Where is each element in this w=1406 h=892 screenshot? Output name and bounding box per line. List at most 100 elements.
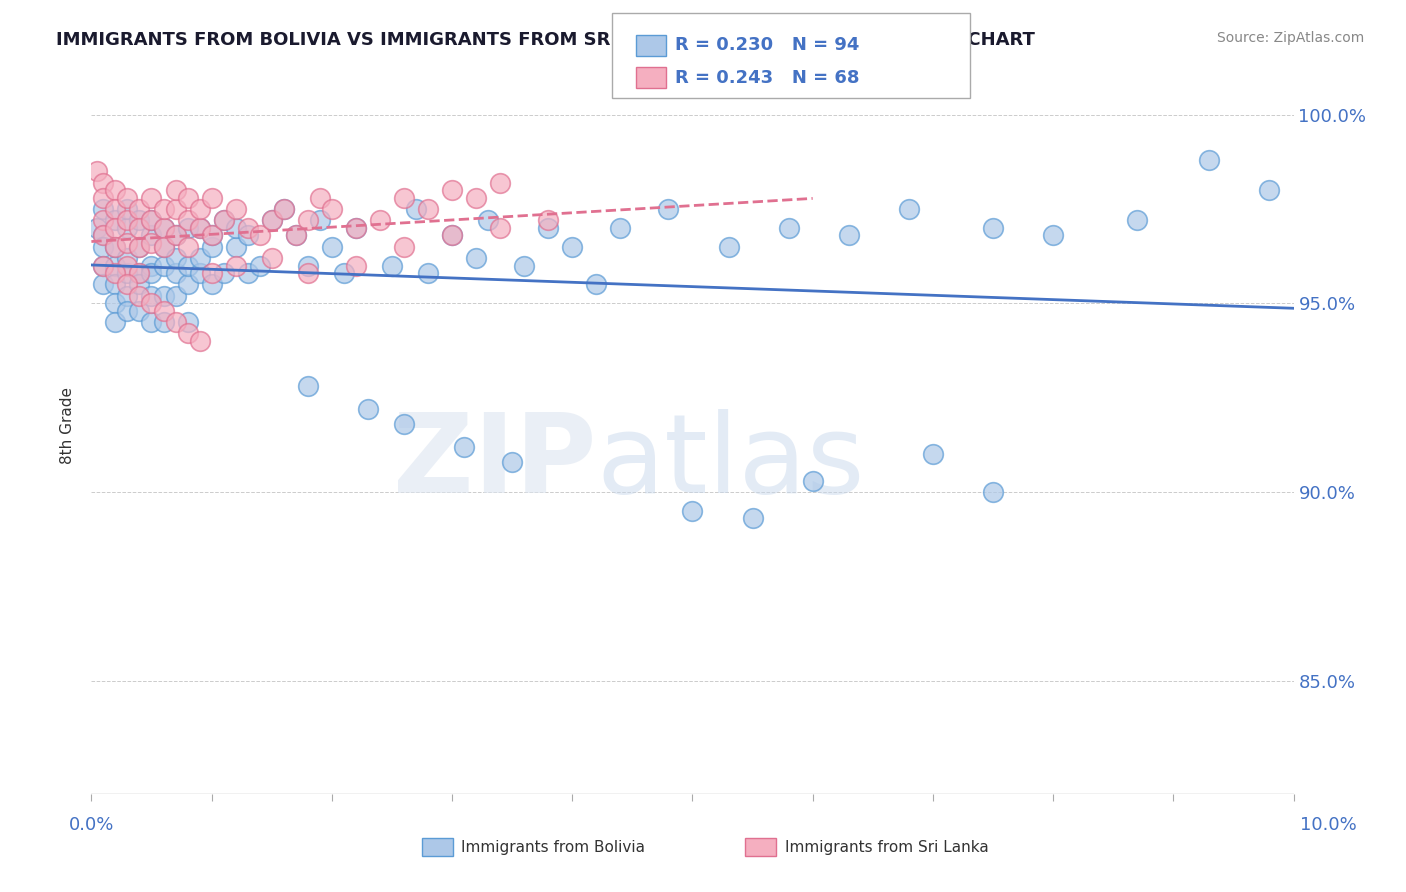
Point	[465, 191, 488, 205]
Text: atlas: atlas	[596, 409, 865, 516]
Point	[128, 240, 150, 254]
Point	[609, 220, 631, 235]
Point	[104, 202, 127, 216]
Point	[128, 289, 150, 303]
Point	[128, 202, 150, 216]
Point	[117, 220, 139, 235]
Point	[141, 266, 163, 280]
Point	[117, 213, 139, 227]
Point	[128, 266, 150, 280]
Text: IMMIGRANTS FROM BOLIVIA VS IMMIGRANTS FROM SRI LANKA 8TH GRADE CORRELATION CHART: IMMIGRANTS FROM BOLIVIA VS IMMIGRANTS FR…	[56, 31, 1035, 49]
Point	[477, 213, 499, 227]
Text: 0.0%: 0.0%	[69, 816, 114, 834]
Point	[440, 228, 463, 243]
Point	[1198, 153, 1220, 167]
Point	[141, 296, 163, 310]
Point	[212, 266, 235, 280]
Point	[188, 334, 211, 348]
Point	[104, 213, 127, 227]
Point	[141, 228, 163, 243]
Point	[225, 259, 247, 273]
Point	[273, 202, 295, 216]
Point	[236, 228, 259, 243]
Text: Immigrants from Sri Lanka: Immigrants from Sri Lanka	[785, 840, 988, 855]
Point	[141, 213, 163, 227]
Point	[176, 326, 198, 341]
Point	[1258, 183, 1281, 197]
Point	[152, 240, 174, 254]
Point	[188, 220, 211, 235]
Point	[585, 277, 607, 292]
Point	[141, 213, 163, 227]
Point	[117, 303, 139, 318]
Point	[141, 235, 163, 250]
Point	[128, 303, 150, 318]
Point	[104, 315, 127, 329]
Point	[201, 191, 224, 205]
Point	[416, 202, 439, 216]
Point	[104, 240, 127, 254]
Point	[104, 277, 127, 292]
Point	[117, 251, 139, 265]
Point	[176, 277, 198, 292]
Point	[333, 266, 356, 280]
Point	[93, 191, 115, 205]
Point	[128, 213, 150, 227]
Point	[176, 220, 198, 235]
Point	[501, 455, 523, 469]
Point	[741, 511, 763, 525]
Point	[236, 266, 259, 280]
Point	[405, 202, 427, 216]
Point	[453, 440, 475, 454]
Point	[440, 183, 463, 197]
Point	[176, 213, 198, 227]
Point	[392, 417, 415, 431]
Point	[188, 251, 211, 265]
Point	[152, 259, 174, 273]
Point	[104, 240, 127, 254]
Point	[165, 315, 187, 329]
Point	[357, 401, 380, 416]
Point	[104, 259, 127, 273]
Point	[321, 202, 343, 216]
Y-axis label: 8th Grade: 8th Grade	[60, 387, 76, 465]
Point	[489, 220, 512, 235]
Point	[392, 191, 415, 205]
Point	[141, 315, 163, 329]
Text: ZIP: ZIP	[392, 409, 596, 516]
Point	[117, 235, 139, 250]
Point	[440, 228, 463, 243]
Point	[117, 202, 139, 216]
Point	[117, 266, 139, 280]
Point	[93, 228, 115, 243]
Point	[152, 220, 174, 235]
Point	[260, 251, 283, 265]
Point	[561, 240, 583, 254]
Point	[104, 296, 127, 310]
Point	[188, 202, 211, 216]
Point	[117, 191, 139, 205]
Point	[922, 447, 945, 461]
Point	[165, 266, 187, 280]
Point	[104, 183, 127, 197]
Point	[141, 259, 163, 273]
Point	[117, 259, 139, 273]
Point	[297, 259, 319, 273]
Point	[176, 240, 198, 254]
Point	[188, 266, 211, 280]
Point	[260, 213, 283, 227]
Point	[801, 474, 824, 488]
Point	[93, 259, 115, 273]
Point	[225, 220, 247, 235]
Point	[93, 240, 115, 254]
Point	[165, 228, 187, 243]
Point	[236, 220, 259, 235]
Point	[152, 202, 174, 216]
Point	[86, 164, 108, 178]
Point	[681, 504, 703, 518]
Point	[778, 220, 800, 235]
Point	[152, 240, 174, 254]
Point	[981, 220, 1004, 235]
Text: R = 0.243   N = 68: R = 0.243 N = 68	[675, 69, 859, 87]
Point	[308, 213, 330, 227]
